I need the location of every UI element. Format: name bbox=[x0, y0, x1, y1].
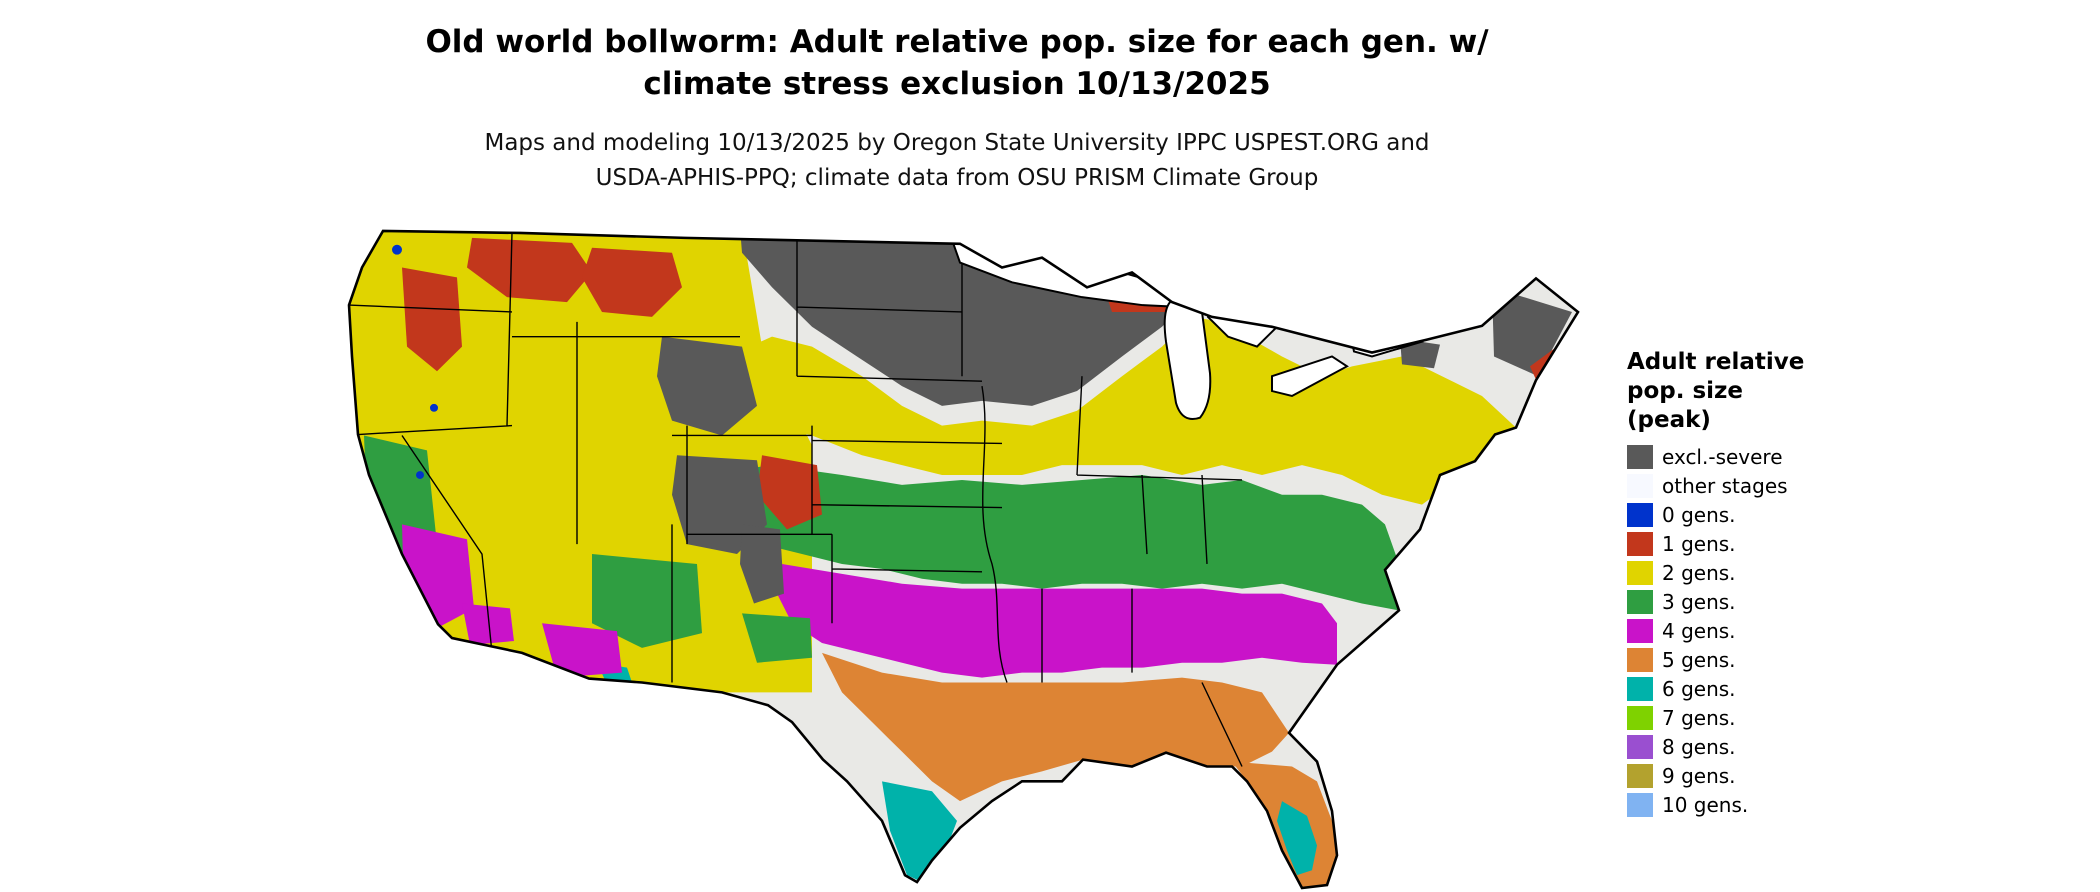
legend-color-swatch bbox=[1627, 677, 1653, 702]
us-map-svg bbox=[347, 229, 1580, 890]
legend-color-swatch bbox=[1627, 445, 1653, 470]
map-region-band-2gens bbox=[682, 316, 1516, 505]
legend-color-swatch bbox=[1627, 532, 1653, 557]
legend-color-swatch bbox=[1627, 764, 1653, 789]
map-region-aznm-3gens bbox=[592, 554, 702, 648]
legend-row: other stages bbox=[1627, 473, 1887, 499]
legend-label: 8 gens. bbox=[1662, 735, 1736, 760]
map-region-0gens-speck-2 bbox=[416, 471, 424, 479]
legend-label: 3 gens. bbox=[1662, 590, 1736, 615]
figure-subtitle-line2: USDA-APHIS-PPQ; climate data from OSU PR… bbox=[595, 164, 1319, 191]
map-legend: Adult relative pop. size (peak) excl.-se… bbox=[1627, 348, 1887, 821]
legend-color-swatch bbox=[1627, 619, 1653, 644]
legend-row: 8 gens. bbox=[1627, 734, 1887, 760]
legend-label: 9 gens. bbox=[1662, 764, 1736, 789]
legend-row: 0 gens. bbox=[1627, 502, 1887, 528]
map-region-band-4gens bbox=[777, 563, 1337, 678]
map-region-nm-excl bbox=[740, 524, 784, 604]
legend-color-swatch bbox=[1627, 735, 1653, 760]
map-region-wyoming-excl bbox=[657, 336, 757, 436]
legend-color-swatch bbox=[1627, 474, 1653, 499]
legend-row: 5 gens. bbox=[1627, 647, 1887, 673]
figure-title: Old world bollworm: Adult relative pop. … bbox=[0, 22, 1914, 106]
figure-title-line2: climate stress exclusion 10/13/2025 bbox=[643, 65, 1271, 102]
legend-color-swatch bbox=[1627, 590, 1653, 615]
legend-label: 2 gens. bbox=[1662, 561, 1736, 586]
legend-title-line2: pop. size bbox=[1627, 377, 1744, 404]
legend-color-swatch bbox=[1627, 561, 1653, 586]
legend-label: excl.-severe bbox=[1662, 445, 1783, 470]
legend-row: 1 gens. bbox=[1627, 531, 1887, 557]
legend-color-swatch bbox=[1627, 503, 1653, 528]
legend-row: 7 gens. bbox=[1627, 705, 1887, 731]
legend-color-swatch bbox=[1627, 706, 1653, 731]
legend-label: 5 gens. bbox=[1662, 648, 1736, 673]
map-region-0gens-speck-1 bbox=[392, 244, 402, 255]
legend-label: 10 gens. bbox=[1662, 793, 1749, 818]
legend-label: 7 gens. bbox=[1662, 706, 1736, 731]
legend-row: 9 gens. bbox=[1627, 763, 1887, 789]
map-region-band-3gens bbox=[702, 465, 1399, 611]
figure-subtitle-line1: Maps and modeling 10/13/2025 by Oregon S… bbox=[484, 130, 1430, 156]
legend-label: 1 gens. bbox=[1662, 532, 1736, 557]
map-region-maine-excl bbox=[1492, 287, 1572, 377]
map-region-florida-6gens bbox=[1277, 801, 1317, 876]
legend-title: Adult relative pop. size (peak) bbox=[1627, 348, 1887, 434]
legend-title-line3: (peak) bbox=[1627, 406, 1711, 433]
legend-row: 10 gens. bbox=[1627, 792, 1887, 818]
legend-color-swatch bbox=[1627, 793, 1653, 818]
legend-color-swatch bbox=[1627, 648, 1653, 673]
legend-items: excl.-severe other stages 0 gens. 1 gens… bbox=[1627, 444, 1887, 821]
map-region-saz-4gens bbox=[542, 623, 622, 678]
legend-label: 4 gens. bbox=[1662, 619, 1736, 644]
map-region-0gens-speck-3 bbox=[430, 403, 438, 412]
map-region-conm-1gen bbox=[757, 455, 822, 530]
map-region-idaho-1gen bbox=[582, 247, 682, 317]
lake-erie bbox=[1271, 355, 1349, 398]
legend-row: 2 gens. bbox=[1627, 560, 1887, 586]
figure-subtitle: Maps and modeling 10/13/2025 by Oregon S… bbox=[0, 126, 1914, 195]
map-region-wtx-3gens bbox=[742, 613, 812, 663]
legend-title-line1: Adult relative bbox=[1627, 349, 1805, 375]
map-region-cascades-1gen bbox=[402, 267, 462, 372]
figure-title-line1: Old world bollworm: Adult relative pop. … bbox=[425, 24, 1489, 60]
legend-row: 6 gens. bbox=[1627, 676, 1887, 702]
legend-row: 4 gens. bbox=[1627, 618, 1887, 644]
legend-label: other stages bbox=[1662, 474, 1788, 499]
legend-row: 3 gens. bbox=[1627, 589, 1887, 615]
legend-label: 6 gens. bbox=[1662, 677, 1736, 702]
us-generation-map bbox=[342, 228, 1592, 890]
legend-row: excl.-severe bbox=[1627, 444, 1887, 470]
legend-label: 0 gens. bbox=[1662, 503, 1736, 528]
map-region-socal-4gens bbox=[462, 603, 514, 645]
map-region-montana-1gen bbox=[467, 237, 592, 303]
map-region-band-5gens bbox=[822, 652, 1289, 802]
state-borders bbox=[349, 232, 1243, 767]
